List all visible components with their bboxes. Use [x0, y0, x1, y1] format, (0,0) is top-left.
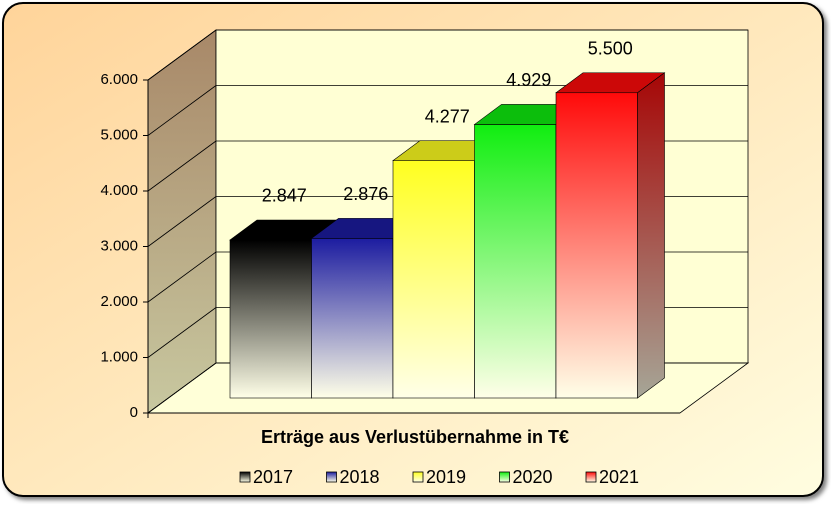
y-tick-label: 3.000: [100, 237, 138, 254]
value-label: 4.277: [425, 106, 470, 126]
y-tick-label: 1.000: [100, 348, 138, 365]
legend-label: 2019: [426, 467, 466, 487]
bar-top-shade: [230, 219, 339, 240]
legend-label: 2017: [253, 467, 293, 487]
bar-top-shade: [556, 72, 665, 93]
grid-line: [147, 140, 217, 192]
value-label: 2.847: [262, 186, 307, 206]
legend-swatch: [585, 471, 597, 483]
y-tick-label: 6.000: [100, 71, 138, 88]
legend-swatch: [326, 471, 337, 483]
y-tick-label: 4.000: [100, 182, 138, 199]
y-tick-label: 0: [130, 404, 138, 421]
grid-line: [147, 196, 217, 247]
legend-label: 2021: [599, 467, 639, 487]
bar: [555, 92, 638, 399]
grid-line: [147, 251, 217, 303]
y-tick-label: 2.000: [100, 293, 138, 310]
bar: [229, 239, 312, 399]
value-label: 5.500: [588, 39, 633, 59]
legend-swatch: [499, 471, 510, 483]
legend-label: 2018: [340, 467, 380, 487]
grid-line: [147, 85, 217, 136]
bar-side-shade: [637, 72, 665, 398]
x-axis-label: Erträge aus Verlustübernahme in T€: [261, 427, 569, 447]
grid-line: [147, 362, 217, 414]
bar: [474, 124, 557, 399]
grid-line: [147, 29, 217, 81]
value-label: 2.876: [343, 184, 388, 204]
y-tick-label: 5.000: [100, 126, 138, 143]
grid-line: [147, 307, 217, 358]
value-label: 4.929: [506, 70, 551, 90]
legend-label: 2020: [513, 467, 553, 487]
bar: [392, 160, 475, 399]
bar-side: [637, 72, 665, 399]
legend-swatch: [239, 471, 251, 483]
bar: [311, 238, 394, 399]
legend-swatch: [412, 471, 424, 483]
